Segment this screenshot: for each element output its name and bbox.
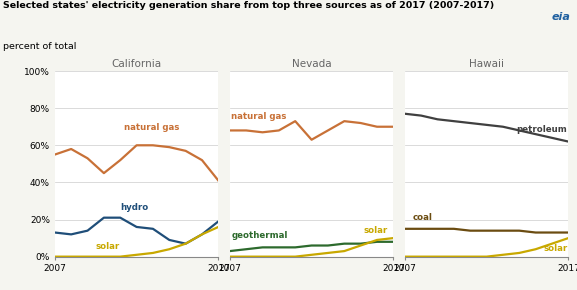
Text: natural gas: natural gas xyxy=(231,112,287,121)
Title: Hawaii: Hawaii xyxy=(469,59,504,69)
Text: natural gas: natural gas xyxy=(123,124,179,133)
Text: percent of total: percent of total xyxy=(3,42,76,51)
Text: solar: solar xyxy=(96,242,120,251)
Text: geothermal: geothermal xyxy=(231,231,288,240)
Text: solar: solar xyxy=(364,226,388,235)
Title: Nevada: Nevada xyxy=(292,59,331,69)
Text: petroleum: petroleum xyxy=(516,125,567,134)
Text: Selected states' electricity generation share from top three sources as of 2017 : Selected states' electricity generation … xyxy=(3,1,494,10)
Text: eia: eia xyxy=(551,12,570,21)
Text: solar: solar xyxy=(544,244,568,253)
Text: hydro: hydro xyxy=(120,203,148,212)
Title: California: California xyxy=(111,59,162,69)
Text: coal: coal xyxy=(413,213,433,222)
